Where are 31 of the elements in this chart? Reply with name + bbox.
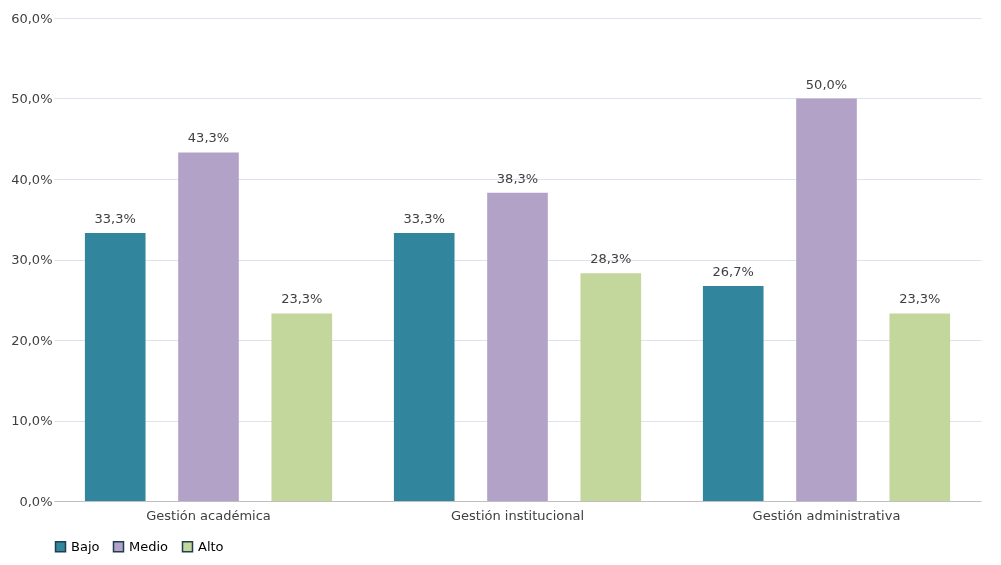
data-label: 38,3%: [496, 170, 539, 186]
x-tick-label: Gestión institucional: [450, 507, 585, 523]
data-label: 50,0%: [805, 76, 848, 92]
bar: [178, 152, 239, 501]
x-tick-label: Gestión académica: [146, 507, 271, 523]
y-tick-label: 40,0%: [11, 171, 53, 187]
data-label: 28,3%: [590, 251, 632, 267]
bar: [889, 313, 951, 501]
bar: [271, 313, 333, 501]
bar: [796, 98, 857, 501]
bar: [580, 273, 642, 501]
data-label: 33,3%: [94, 210, 136, 226]
data-label: 23,3%: [899, 291, 941, 307]
bar: [487, 192, 548, 501]
legend-label: Alto: [198, 538, 224, 554]
y-tick-label: 0,0%: [19, 493, 53, 509]
y-tick-label: 30,0%: [11, 252, 53, 267]
legend-label: Medio: [129, 538, 169, 554]
x-tick-label: Gestión administrativa: [752, 507, 901, 523]
y-tick-label: 10,0%: [11, 413, 53, 428]
data-label: 26,7%: [712, 264, 754, 280]
data-label: 43,3%: [187, 130, 230, 146]
data-label: 23,3%: [281, 291, 323, 307]
bar: [702, 286, 764, 501]
bar: [393, 232, 455, 501]
data-label: 33,3%: [403, 210, 445, 226]
bar: [84, 232, 146, 501]
y-tick-label: 50,0%: [11, 91, 53, 106]
y-tick-label: 60,0%: [11, 10, 53, 26]
legend-label: Bajo: [71, 538, 100, 554]
y-tick-label: 20,0%: [11, 332, 53, 348]
